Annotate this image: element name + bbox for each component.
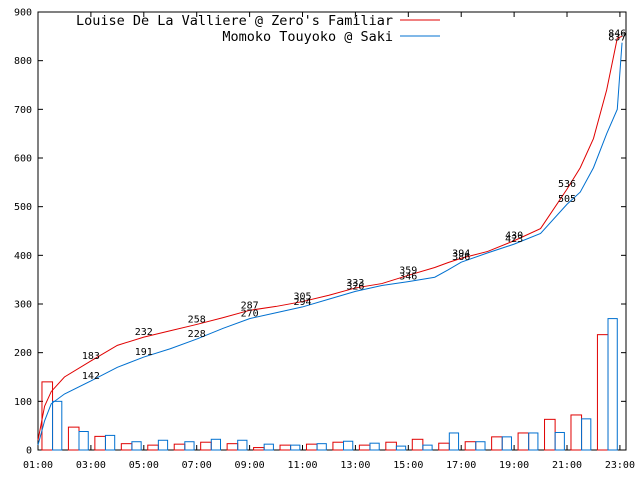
bar [544, 418, 556, 451]
bar [411, 438, 424, 451]
bar [279, 444, 292, 451]
plot-border [37, 11, 627, 451]
bar [343, 440, 354, 451]
x-tick-label: 11:00 [287, 460, 317, 471]
bar [290, 444, 301, 451]
y-tick-label: 0 [26, 446, 32, 457]
x-tick-label: 19:00 [499, 460, 529, 471]
bar [464, 441, 477, 451]
x-tick-label: 15:00 [393, 460, 423, 471]
bar [237, 439, 248, 451]
x-tick-label: 23:00 [605, 460, 635, 471]
bar [253, 447, 265, 451]
data-label: 294 [293, 297, 311, 308]
y-tick-label: 900 [14, 8, 32, 19]
bar [94, 435, 106, 451]
bar [52, 400, 63, 451]
bar [570, 414, 583, 451]
data-label: 837 [608, 33, 626, 44]
bar [395, 445, 407, 451]
bar [120, 443, 133, 451]
bar [528, 432, 539, 451]
x-tick-label: 03:00 [76, 460, 106, 471]
data-label: 536 [558, 179, 576, 190]
bar [475, 441, 486, 451]
data-label: 333 [346, 278, 364, 289]
bar [517, 432, 530, 451]
bar [358, 444, 371, 451]
y-tick-label: 800 [14, 56, 32, 67]
x-tick-label: 09:00 [235, 460, 265, 471]
bar [131, 441, 142, 451]
bar [316, 443, 327, 451]
bar [422, 444, 433, 451]
x-tick-label: 13:00 [340, 460, 370, 471]
data-label: 287 [241, 300, 259, 311]
y-tick-label: 400 [14, 251, 32, 262]
data-label: 305 [293, 292, 311, 303]
data-label: 359 [399, 265, 417, 276]
legend-label: Momoko Touyoko @ Saki [222, 29, 393, 45]
data-label: 191 [135, 347, 153, 358]
data-label: 326 [346, 281, 364, 292]
data-label: 228 [188, 329, 206, 340]
bar [596, 334, 609, 451]
data-label: 505 [558, 194, 576, 205]
bar [607, 318, 618, 451]
data-label: 142 [82, 371, 100, 382]
bar [332, 441, 345, 451]
bar [78, 431, 89, 451]
data-label: 232 [135, 327, 153, 338]
line [37, 35, 623, 441]
data-label: 394 [452, 248, 470, 259]
x-tick-label: 17:00 [446, 460, 476, 471]
data-label: 846 [608, 28, 626, 39]
bar [581, 418, 592, 451]
bar [147, 444, 159, 451]
bar [438, 442, 450, 451]
y-tick-label: 100 [14, 397, 32, 408]
bar [554, 431, 565, 451]
y-tick-label: 300 [14, 300, 32, 311]
bar [67, 426, 80, 451]
bar [491, 436, 503, 451]
bar [501, 436, 512, 451]
x-tick-label: 07:00 [182, 460, 212, 471]
bar [448, 432, 460, 451]
data-label: 430 [505, 231, 523, 242]
y-tick-label: 700 [14, 105, 32, 116]
y-tick-label: 600 [14, 154, 32, 165]
x-tick-label: 01:00 [23, 460, 53, 471]
legend-label: Louise De La Valliere @ Zero's Familiar [76, 13, 393, 29]
bar [305, 443, 318, 451]
line [37, 42, 623, 446]
bar [157, 439, 169, 451]
data-label: 423 [505, 234, 523, 245]
data-label: 346 [399, 272, 417, 283]
bar [104, 434, 116, 451]
bar [263, 443, 274, 451]
x-tick-label: 05:00 [129, 460, 159, 471]
x-tick-label: 21:00 [552, 460, 582, 471]
y-tick-label: 200 [14, 348, 32, 359]
bar [369, 442, 380, 451]
bar [173, 443, 186, 451]
bar [226, 443, 239, 451]
bar [210, 438, 222, 451]
data-label: 386 [452, 252, 470, 263]
bar [200, 441, 212, 451]
data-label: 183 [82, 351, 100, 362]
y-tick-label: 500 [14, 202, 32, 213]
bar [184, 441, 195, 451]
data-label: 270 [241, 309, 259, 320]
bar [385, 441, 397, 451]
data-label: 258 [188, 314, 206, 325]
